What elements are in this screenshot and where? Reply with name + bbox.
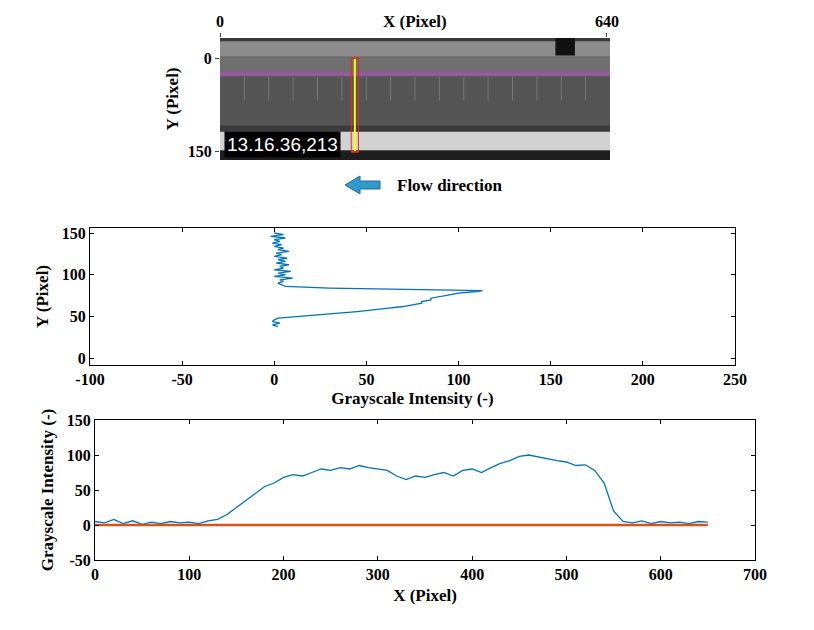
svg-text:50: 50	[75, 482, 91, 499]
svg-text:Y (Pixel): Y (Pixel)	[33, 265, 52, 328]
svg-text:100: 100	[62, 266, 86, 283]
svg-text:Grayscale Intensity (-): Grayscale Intensity (-)	[38, 409, 57, 571]
svg-text:-50: -50	[69, 552, 90, 569]
svg-text:200: 200	[631, 371, 655, 388]
svg-text:13.16.36,213: 13.16.36,213	[227, 134, 338, 155]
svg-text:400: 400	[460, 566, 484, 583]
svg-text:150: 150	[539, 371, 563, 388]
svg-text:0: 0	[216, 13, 224, 30]
svg-text:100: 100	[67, 447, 91, 464]
svg-text:0: 0	[270, 371, 278, 388]
svg-text:0: 0	[204, 50, 212, 67]
svg-text:100: 100	[447, 371, 471, 388]
svg-text:150: 150	[67, 412, 91, 429]
svg-text:0: 0	[83, 517, 91, 534]
svg-text:Flow direction: Flow direction	[397, 176, 503, 195]
svg-text:Y (Pixel): Y (Pixel)	[163, 67, 182, 130]
svg-text:Grayscale Intensity (-): Grayscale Intensity (-)	[331, 389, 493, 408]
svg-text:500: 500	[554, 566, 578, 583]
svg-text:150: 150	[188, 143, 212, 160]
svg-text:-100: -100	[75, 371, 104, 388]
svg-text:200: 200	[272, 566, 296, 583]
svg-text:250: 250	[723, 371, 747, 388]
svg-text:600: 600	[649, 566, 673, 583]
svg-text:X (Pixel): X (Pixel)	[393, 586, 457, 605]
svg-text:50: 50	[70, 308, 86, 325]
svg-text:50: 50	[358, 371, 374, 388]
svg-text:100: 100	[177, 566, 201, 583]
svg-text:150: 150	[62, 225, 86, 242]
svg-text:300: 300	[366, 566, 390, 583]
svg-text:0: 0	[78, 350, 86, 367]
svg-text:0: 0	[91, 566, 99, 583]
svg-text:-50: -50	[171, 371, 192, 388]
svg-text:700: 700	[743, 566, 767, 583]
svg-text:X (Pixel): X (Pixel)	[383, 12, 447, 31]
svg-text:640: 640	[595, 13, 619, 30]
